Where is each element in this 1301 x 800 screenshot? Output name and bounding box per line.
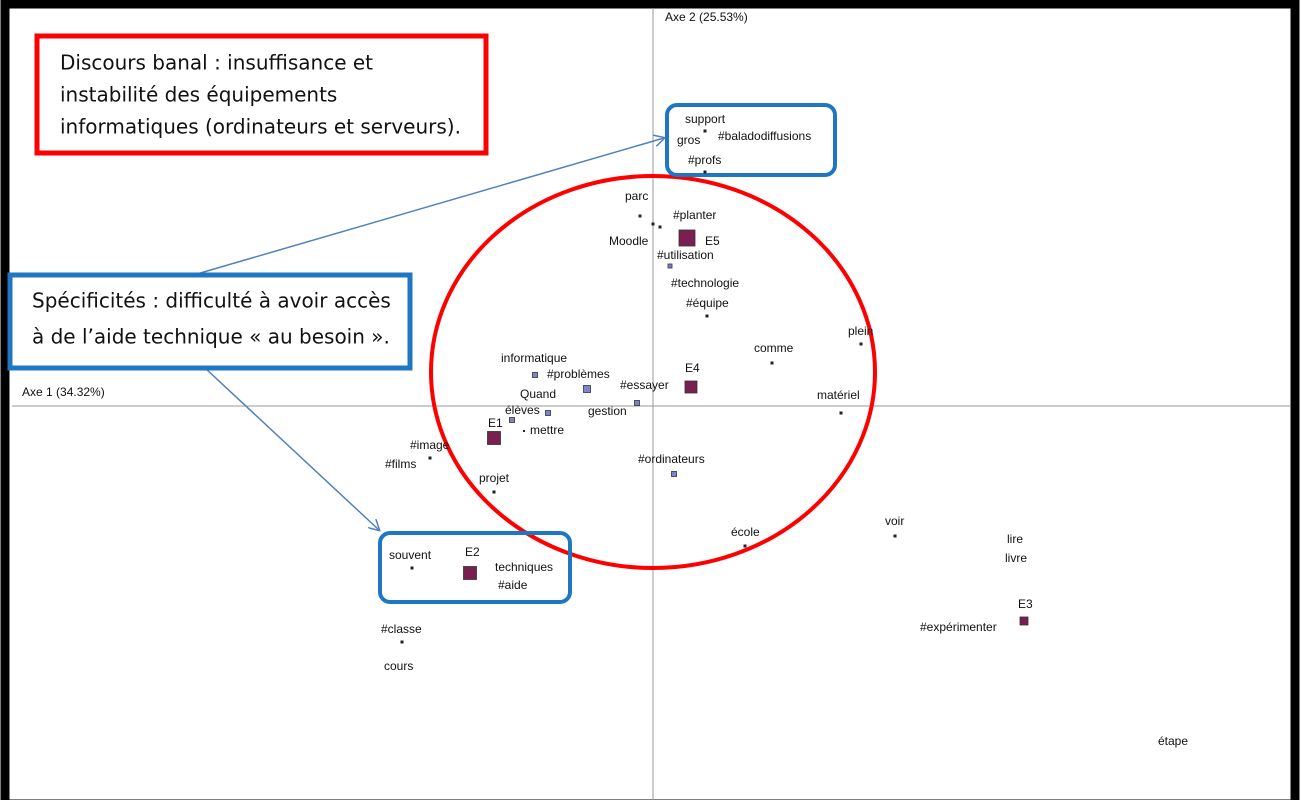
point-label: #planter <box>673 208 716 222</box>
annotation-box <box>34 33 489 156</box>
point-marker <box>667 263 673 269</box>
point-label: #films <box>385 457 416 471</box>
point-label: informatique <box>501 351 567 365</box>
point-label: école <box>731 525 760 539</box>
point-label: #expérimenter <box>920 620 997 634</box>
point-marker <box>893 534 897 538</box>
point-marker <box>463 566 477 580</box>
point-label: plein <box>848 324 873 338</box>
point-marker <box>583 385 591 393</box>
point-label: lire <box>1007 532 1023 546</box>
highlight-box <box>378 531 572 604</box>
point-marker <box>410 566 414 570</box>
point-label: voir <box>885 514 904 528</box>
point-label: E2 <box>465 545 480 559</box>
point-label: livre <box>1005 551 1027 565</box>
point-label: #aide <box>498 578 528 592</box>
point-marker <box>487 431 501 445</box>
point-marker <box>532 372 538 378</box>
y-axis-label: Axe 2 (25.53%) <box>665 10 748 24</box>
annotation-box <box>7 272 413 371</box>
point-label: techniques <box>495 560 553 574</box>
point-label: #classe <box>381 622 422 636</box>
point-marker <box>859 342 863 346</box>
annotation-text: Discours banal : insuffisance et <box>60 51 373 75</box>
point-label: #problèmes <box>547 367 610 381</box>
point-marker <box>703 170 707 174</box>
point-marker <box>428 456 432 460</box>
point-marker <box>671 471 677 477</box>
point-label: #ordinateurs <box>638 452 705 466</box>
point-marker <box>634 400 640 406</box>
point-label: E1 <box>488 416 503 430</box>
point-label: parc <box>625 189 648 203</box>
point-marker <box>743 544 747 548</box>
point-label: support <box>685 112 726 126</box>
point-marker <box>703 129 707 133</box>
point-label: #image <box>410 438 450 452</box>
point-marker <box>545 410 551 416</box>
annotation-text: Spécificités : difficulté à avoir accès <box>32 289 391 313</box>
point-label: E4 <box>685 361 700 375</box>
point-marker <box>678 229 696 247</box>
point-label: E3 <box>1018 597 1033 611</box>
point-marker <box>705 314 709 318</box>
highlight-ellipse <box>429 174 877 570</box>
point-marker <box>400 640 404 644</box>
point-label: souvent <box>389 548 432 562</box>
point-label: #baladodiffusions <box>718 129 811 143</box>
arrow <box>204 367 379 530</box>
point-label: E5 <box>705 234 720 248</box>
point-label: élèves <box>505 403 540 417</box>
point-label: #profs <box>688 153 721 167</box>
point-label: gros <box>677 133 700 147</box>
arrow <box>189 138 664 277</box>
point-label: #technologie <box>671 276 739 290</box>
x-axis-label: Axe 1 (34.32%) <box>22 385 105 399</box>
point-label: mettre <box>530 423 564 437</box>
point-marker <box>651 222 655 226</box>
point-marker <box>638 214 642 218</box>
point-marker <box>684 380 698 394</box>
annotation-text: instabilité des équipements <box>60 83 337 107</box>
point-label: #équipe <box>686 296 729 310</box>
point-label: Quand <box>520 387 556 401</box>
point-label: #utilisation <box>657 248 714 262</box>
point-label: cours <box>384 659 413 673</box>
highlight-box <box>665 103 837 177</box>
point-marker <box>492 490 496 494</box>
point-label: étape <box>1158 734 1188 748</box>
point-label: #essayer <box>620 378 669 392</box>
point-label: comme <box>754 341 794 355</box>
point-marker <box>523 430 525 432</box>
point-marker <box>770 361 774 365</box>
point-marker <box>1019 616 1029 626</box>
point-label: gestion <box>588 404 627 418</box>
point-marker <box>658 225 662 229</box>
point-marker <box>839 411 843 415</box>
point-label: projet <box>479 471 510 485</box>
point-label: Moodle <box>609 234 649 248</box>
annotation-text: à de l’aide technique « au besoin ». <box>32 325 390 349</box>
point-marker <box>509 417 515 423</box>
annotation-text: informatiques (ordinateurs et serveurs). <box>60 115 461 139</box>
point-label: matériel <box>817 388 860 402</box>
